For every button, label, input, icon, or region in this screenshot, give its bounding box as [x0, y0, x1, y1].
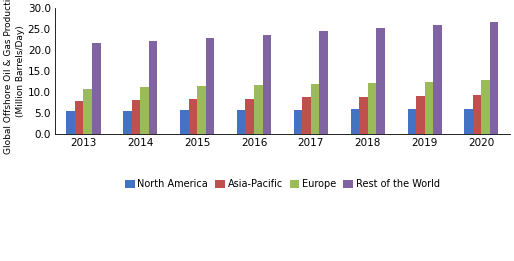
Bar — [416, 96, 425, 134]
Bar — [66, 111, 75, 134]
Bar — [140, 87, 149, 134]
Bar — [189, 99, 197, 134]
Bar — [359, 97, 368, 134]
Bar — [294, 110, 302, 134]
Bar — [149, 41, 157, 134]
Bar — [425, 81, 433, 134]
Bar — [180, 110, 189, 134]
Bar — [319, 31, 328, 134]
Bar — [246, 99, 254, 134]
Bar — [490, 22, 499, 134]
Bar — [263, 34, 271, 134]
Bar — [433, 25, 442, 134]
Bar — [473, 95, 482, 134]
Bar — [464, 109, 473, 134]
Bar — [302, 97, 311, 134]
Legend: North America, Asia-Pacific, Europe, Rest of the World: North America, Asia-Pacific, Europe, Res… — [125, 179, 440, 189]
Bar — [376, 28, 385, 134]
Bar — [408, 109, 416, 134]
Bar — [197, 86, 206, 134]
Bar — [368, 83, 376, 134]
Bar — [75, 101, 83, 134]
Bar — [92, 43, 101, 134]
Bar — [311, 84, 319, 134]
Bar — [237, 110, 246, 134]
Bar — [132, 100, 140, 134]
Bar — [351, 109, 359, 134]
Y-axis label: Global Offshore Oil & Gas Production
(Million Barrels/Day): Global Offshore Oil & Gas Production (Mi… — [4, 0, 25, 154]
Bar — [254, 85, 263, 134]
Bar — [482, 80, 490, 134]
Bar — [83, 89, 92, 134]
Bar — [123, 111, 132, 134]
Bar — [206, 38, 214, 134]
